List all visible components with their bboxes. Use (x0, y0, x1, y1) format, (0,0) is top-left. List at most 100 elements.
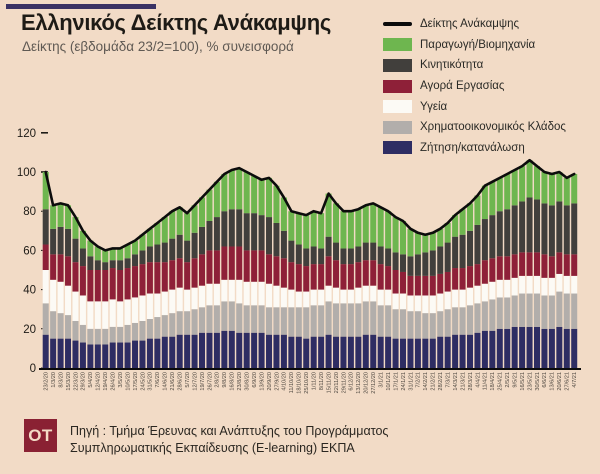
bar-segment (347, 303, 354, 337)
bar-segment (340, 289, 347, 304)
bar-segment (132, 254, 139, 267)
bar-segment (392, 293, 399, 310)
x-axis-label: 31/1/21 (408, 372, 414, 391)
bar-segment (467, 230, 474, 267)
bar-segment (407, 295, 414, 312)
bar-segment (236, 168, 243, 210)
bar-segment (504, 328, 511, 368)
legend-color-swatch (383, 38, 412, 52)
bar-segment (481, 330, 488, 368)
bar-segment (65, 285, 72, 316)
bar-segment (333, 287, 340, 304)
bar-segment (184, 289, 191, 312)
bar-segment (534, 275, 540, 294)
bar-segment (511, 205, 518, 255)
bar-segment (288, 262, 295, 290)
bar-segment (146, 228, 153, 247)
bar-segment (362, 285, 369, 302)
bar-segment (42, 334, 49, 368)
bar-segment (169, 260, 176, 290)
bar-segment (251, 281, 258, 306)
bar-segment (79, 230, 86, 249)
bar-segment (79, 295, 86, 325)
x-axis-label: 2/5/21 (505, 372, 511, 388)
legend-item-label: Παραγωγή/Βιομηχανία (420, 38, 536, 51)
bar-segment (139, 320, 146, 341)
bar-segment (377, 264, 384, 290)
bar-segment (385, 248, 392, 267)
bar-segment (65, 228, 72, 257)
bar-segment (563, 293, 570, 329)
x-axis-label: 23/2/20 (44, 372, 50, 391)
bar-segment (176, 258, 183, 288)
bar-segment (87, 301, 94, 329)
x-axis-label: 13/9/20 (259, 372, 265, 391)
bar-segment (422, 313, 429, 339)
bar-segment (467, 305, 474, 335)
legend-line-swatch (383, 18, 412, 31)
bar-segment (519, 293, 526, 327)
bar-segment (132, 266, 139, 298)
bar-segment (236, 246, 243, 280)
bar-segment (243, 213, 250, 251)
bar-segment (221, 330, 228, 368)
bar-segment (206, 189, 213, 221)
x-axis-label: 26/7/20 (207, 372, 213, 391)
bar-segment (347, 211, 354, 249)
bar-segment (318, 248, 325, 265)
bar-segment (318, 289, 325, 306)
bar-segment (325, 285, 332, 302)
bar-segment (124, 299, 131, 325)
x-axis-label: 17/5/20 (133, 372, 139, 391)
bar-segment (258, 179, 265, 216)
bar-segment (407, 275, 414, 296)
bar-segment (79, 324, 86, 343)
bar-segment (519, 326, 526, 368)
bar-segment (534, 252, 540, 276)
bar-segment (42, 209, 49, 245)
bar-segment (556, 172, 563, 202)
x-axis-label: 15/11/20 (326, 372, 332, 393)
bar-segment (303, 215, 310, 249)
bar-segment (236, 209, 243, 247)
bar-segment (519, 252, 526, 276)
bar-segment (407, 228, 414, 257)
x-axis-label: 19/7/20 (200, 372, 206, 391)
bar-segment (94, 246, 101, 261)
bar-segment (146, 293, 153, 319)
bar-segment (526, 197, 533, 253)
x-axis-label: 10/5/20 (125, 372, 131, 391)
bar-segment (377, 289, 384, 306)
bar-segment (303, 248, 310, 267)
bar-segment (176, 287, 183, 312)
bar-segment (303, 338, 310, 368)
bar-segment (400, 221, 407, 255)
bar-segment (556, 291, 563, 327)
bar-segment (370, 260, 377, 286)
x-axis-label: 9/5/21 (513, 372, 519, 388)
bar-segment (355, 209, 362, 247)
bar-segment (199, 197, 206, 227)
bar-segment (340, 303, 347, 337)
bar-segment (392, 309, 399, 339)
bar-segment (213, 305, 220, 333)
bar-segment (548, 173, 555, 206)
bar-segment (452, 307, 459, 335)
bar-segment (541, 203, 548, 255)
bar-segment (333, 242, 340, 261)
bar-segment (124, 342, 131, 368)
bar-segment (414, 275, 421, 296)
bar-segment (65, 315, 72, 339)
bar-segment (94, 270, 101, 302)
bar-segment (407, 256, 414, 276)
bar-segment (467, 334, 474, 368)
bar-segment (288, 336, 295, 368)
bar-segment (72, 217, 79, 239)
bar-segment (437, 273, 444, 294)
bar-segment (266, 254, 273, 284)
bar-segment (571, 203, 578, 255)
bar-segment (400, 338, 407, 368)
bar-segment (102, 262, 109, 270)
bar-segment (333, 260, 340, 288)
bar-segment (333, 203, 340, 243)
